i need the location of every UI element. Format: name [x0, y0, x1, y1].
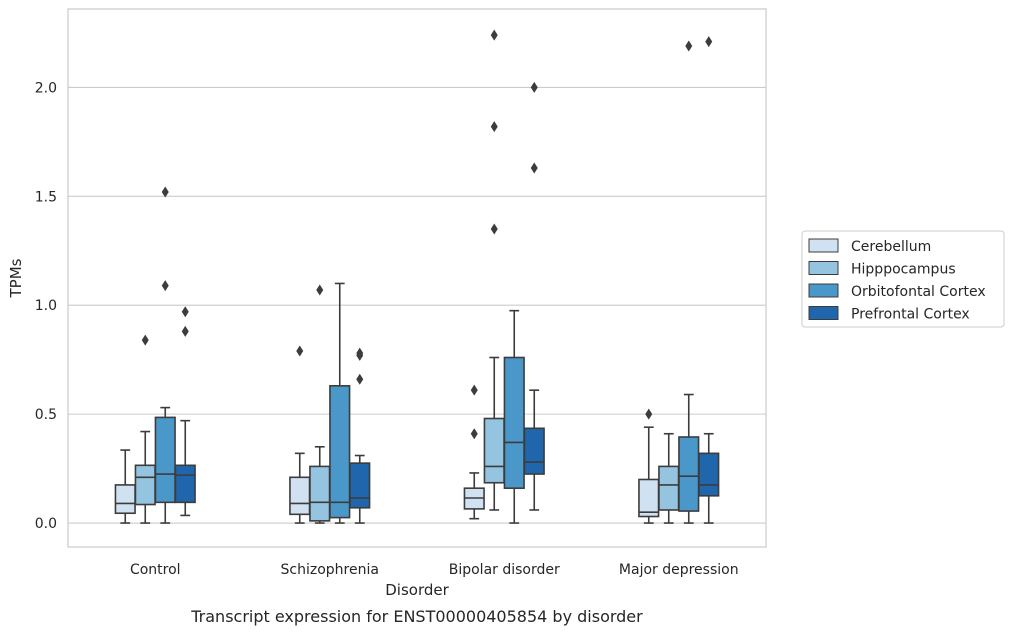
legend-swatch: [808, 283, 839, 298]
legend-swatch: [808, 306, 839, 320]
x-tick-label: Bipolar disorder: [449, 562, 560, 578]
box-hipppocampus: [309, 284, 331, 524]
box-orbitofontal-cortex: [503, 309, 525, 524]
box-iqr: [698, 452, 720, 497]
box-prefrontal-cortex: [349, 347, 371, 524]
legend-label: Cerebellum: [851, 239, 931, 255]
outlier-point: [530, 81, 538, 93]
box-prefrontal-cortex: [174, 306, 196, 517]
box-hipppocampus: [658, 432, 680, 524]
outlier-point: [490, 29, 498, 41]
outlier-point: [161, 186, 169, 198]
outlier-point: [356, 347, 364, 359]
legend: Cerebellum Hipppocampus Orbitofontal Corte…: [801, 230, 1005, 328]
legend-swatch: [808, 261, 839, 275]
box-hipppocampus: [134, 334, 156, 524]
legend-swatch: [808, 238, 839, 253]
outlier-point: [470, 384, 478, 396]
y-tick-label: 0.5: [35, 407, 57, 423]
y-tick-label: 2.0: [35, 80, 57, 96]
box-iqr: [503, 356, 525, 489]
outlier-point: [490, 223, 498, 235]
x-tick-label: Control: [130, 562, 181, 578]
outlier-point: [181, 325, 189, 337]
x-tick-label: Schizophrenia: [281, 562, 379, 578]
box-orbitofontal-cortex: [678, 40, 700, 524]
box-iqr: [349, 462, 371, 509]
box-iqr: [329, 385, 351, 519]
box-prefrontal-cortex: [698, 36, 720, 524]
figure-caption: Transcript expression for ENST0000040585…: [190, 607, 643, 626]
outlier-point: [685, 40, 693, 52]
y-tick-label: 1.5: [35, 189, 57, 205]
legend-label: Hipppocampus: [851, 262, 956, 278]
outlier-point: [645, 408, 653, 420]
box-iqr: [658, 465, 680, 511]
legend-frame: [801, 230, 1005, 328]
outlier-point: [356, 373, 364, 385]
box-iqr: [523, 427, 545, 475]
outlier-point: [490, 121, 498, 133]
outlier-point: [530, 162, 538, 174]
outlier-point: [296, 345, 304, 357]
outlier-point: [141, 334, 149, 346]
box-iqr: [483, 417, 505, 484]
box-iqr: [154, 416, 176, 504]
box-iqr: [309, 465, 331, 522]
box-cerebellum: [114, 449, 136, 524]
box-prefrontal-cortex: [523, 81, 545, 511]
plot-area: [114, 29, 720, 524]
box-orbitofontal-cortex: [154, 186, 176, 524]
box-iqr: [114, 484, 136, 515]
legend-label: Orbitofontal Cortex: [851, 284, 986, 300]
legend-label: Prefrontal Cortex: [851, 307, 970, 323]
box-cerebellum: [289, 345, 311, 524]
box-iqr: [174, 464, 196, 504]
y-tick-label: 0.0: [35, 516, 57, 532]
outlier-point: [181, 306, 189, 318]
y-tick-label: 1.0: [35, 298, 57, 314]
y-axis-label: TPMs: [7, 258, 25, 298]
outlier-point: [316, 284, 324, 296]
box-cerebellum: [638, 408, 660, 524]
box-iqr: [134, 464, 156, 506]
box-iqr: [289, 476, 311, 516]
box-iqr: [638, 478, 660, 518]
box-iqr: [678, 436, 700, 512]
x-tick-label: Major depression: [619, 562, 739, 578]
outlier-point: [161, 280, 169, 292]
plot-frame: [67, 8, 767, 548]
box-orbitofontal-cortex: [329, 282, 351, 524]
y-axis-ticks: 0.0 0.5 1.0 1.5 2.0: [35, 80, 57, 532]
outlier-point: [705, 36, 713, 48]
x-axis-label: Disorder: [385, 581, 449, 599]
box-cerebellum: [463, 384, 485, 520]
outlier-point: [470, 428, 478, 440]
box-hipppocampus: [483, 29, 505, 511]
x-axis-ticks: Control Schizophrenia Bipolar disorder Majo…: [130, 562, 739, 578]
